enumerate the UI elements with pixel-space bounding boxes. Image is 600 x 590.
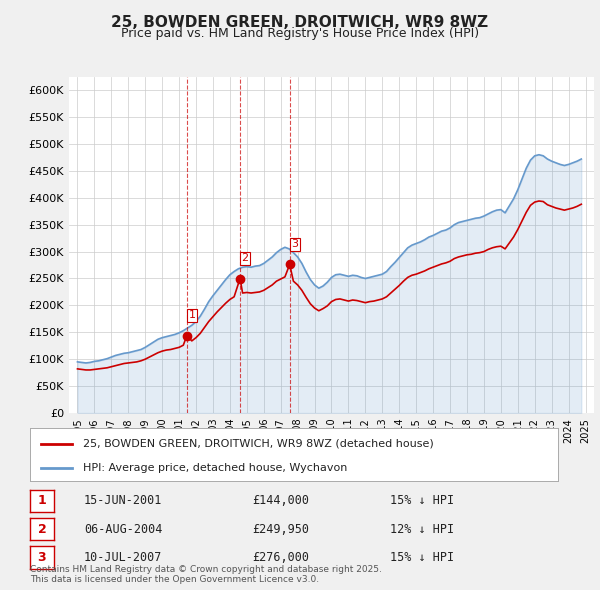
Text: 2: 2: [242, 254, 248, 264]
Text: Price paid vs. HM Land Registry's House Price Index (HPI): Price paid vs. HM Land Registry's House …: [121, 27, 479, 40]
Text: £276,000: £276,000: [252, 551, 309, 564]
Text: £144,000: £144,000: [252, 494, 309, 507]
Text: 1: 1: [38, 494, 46, 507]
Text: £249,950: £249,950: [252, 523, 309, 536]
Text: 25, BOWDEN GREEN, DROITWICH, WR9 8WZ: 25, BOWDEN GREEN, DROITWICH, WR9 8WZ: [112, 15, 488, 30]
Text: Contains HM Land Registry data © Crown copyright and database right 2025.
This d: Contains HM Land Registry data © Crown c…: [30, 565, 382, 584]
Text: 12% ↓ HPI: 12% ↓ HPI: [390, 523, 454, 536]
Text: 15-JUN-2001: 15-JUN-2001: [84, 494, 163, 507]
Text: 3: 3: [291, 240, 298, 250]
Text: 06-AUG-2004: 06-AUG-2004: [84, 523, 163, 536]
Text: 3: 3: [38, 551, 46, 564]
Text: 25, BOWDEN GREEN, DROITWICH, WR9 8WZ (detached house): 25, BOWDEN GREEN, DROITWICH, WR9 8WZ (de…: [83, 439, 434, 448]
Text: 1: 1: [188, 310, 196, 320]
Text: HPI: Average price, detached house, Wychavon: HPI: Average price, detached house, Wych…: [83, 463, 347, 473]
Text: 10-JUL-2007: 10-JUL-2007: [84, 551, 163, 564]
Text: 2: 2: [38, 523, 46, 536]
Text: 15% ↓ HPI: 15% ↓ HPI: [390, 551, 454, 564]
Text: 15% ↓ HPI: 15% ↓ HPI: [390, 494, 454, 507]
